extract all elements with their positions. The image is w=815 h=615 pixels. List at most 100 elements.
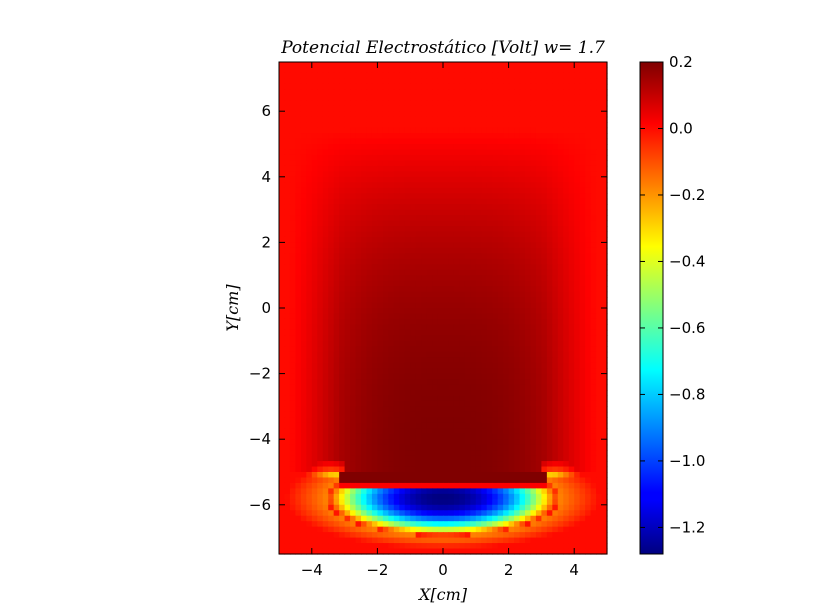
heatmap-cell [470, 236, 477, 243]
heatmap-cell [432, 62, 439, 69]
heatmap-cell [546, 187, 553, 194]
heatmap-cell [382, 433, 389, 440]
heatmap-cell [574, 149, 581, 156]
heatmap-cell [393, 138, 400, 145]
heatmap-cell [508, 258, 515, 265]
heatmap-cell [328, 362, 335, 369]
heatmap-cell [421, 351, 428, 358]
heatmap-cell [486, 373, 493, 380]
heatmap-cell [585, 373, 592, 380]
heatmap-cell [393, 127, 400, 134]
heatmap-cell [437, 89, 444, 96]
heatmap-cell [514, 171, 521, 178]
heatmap-cell [426, 286, 433, 293]
heatmap-cell [284, 280, 291, 287]
heatmap-cell [377, 193, 384, 200]
heatmap-cell [361, 176, 368, 183]
heatmap-cell [361, 160, 368, 167]
heatmap-cell [350, 209, 357, 216]
heatmap-cell [382, 324, 389, 331]
heatmap-cell [546, 72, 553, 79]
heatmap-cell [481, 461, 488, 468]
heatmap-cell [475, 94, 482, 101]
heatmap-cell [525, 461, 532, 468]
heatmap-cell [464, 504, 471, 511]
heatmap-cell [557, 83, 564, 90]
heatmap-cell [355, 280, 362, 287]
heatmap-cell [503, 149, 510, 156]
heatmap-cell [530, 433, 537, 440]
heatmap-cell [492, 384, 499, 391]
heatmap-cell [432, 187, 439, 194]
heatmap-cell [448, 472, 455, 479]
heatmap-cell [525, 62, 532, 69]
heatmap-cell [388, 379, 395, 386]
heatmap-cell [448, 231, 455, 238]
heatmap-cell [546, 504, 553, 511]
heatmap-cell [300, 515, 307, 522]
heatmap-cell [339, 324, 346, 331]
heatmap-cell [563, 428, 570, 435]
heatmap-cell [448, 368, 455, 375]
heatmap-cell [546, 493, 553, 500]
heatmap-cell [579, 89, 586, 96]
heatmap-cell [448, 171, 455, 178]
heatmap-cell [448, 72, 455, 79]
heatmap-cell [355, 165, 362, 172]
heatmap-cell [514, 335, 521, 342]
heatmap-cell [344, 351, 351, 358]
heatmap-cell [514, 308, 521, 315]
heatmap-cell [546, 160, 553, 167]
heatmap-cell [284, 247, 291, 254]
heatmap-cell [497, 308, 504, 315]
heatmap-cell [333, 100, 340, 107]
heatmap-cell [492, 122, 499, 129]
heatmap-cell [448, 433, 455, 440]
heatmap-cell [470, 100, 477, 107]
heatmap-cell [541, 477, 548, 484]
heatmap-cell [432, 499, 439, 506]
heatmap-cell [585, 280, 592, 287]
heatmap-cell [541, 138, 548, 145]
heatmap-cell [355, 346, 362, 353]
heatmap-cell [514, 417, 521, 424]
heatmap-cell [306, 220, 313, 227]
heatmap-cell [453, 346, 460, 353]
heatmap-cell [470, 215, 477, 222]
heatmap-cell [486, 297, 493, 304]
heatmap-cell [284, 116, 291, 123]
heatmap-cell [322, 439, 329, 446]
heatmap-cell [350, 236, 357, 243]
heatmap-cell [344, 472, 351, 479]
heatmap-cell [486, 308, 493, 315]
heatmap-cell [552, 253, 559, 260]
heatmap-cell [306, 482, 313, 489]
heatmap-cell [492, 510, 499, 517]
heatmap-cell [432, 433, 439, 440]
heatmap-cell [279, 171, 286, 178]
heatmap-cell [377, 83, 384, 90]
heatmap-cell [333, 138, 340, 145]
heatmap-cell [448, 182, 455, 189]
heatmap-cell [525, 67, 532, 74]
heatmap-cell [525, 154, 532, 161]
heatmap-cell [393, 231, 400, 238]
heatmap-cell [585, 220, 592, 227]
heatmap-cell [300, 286, 307, 293]
heatmap-cell [568, 302, 575, 309]
heatmap-cell [579, 72, 586, 79]
heatmap-cell [289, 116, 296, 123]
heatmap-cell [443, 477, 450, 484]
heatmap-cell [503, 499, 510, 506]
heatmap-cell [388, 373, 395, 380]
heatmap-cell [328, 510, 335, 517]
heatmap-cell [475, 198, 482, 205]
heatmap-cell [306, 488, 313, 495]
heatmap-cell [470, 94, 477, 101]
heatmap-cell [574, 105, 581, 112]
heatmap-cell [355, 390, 362, 397]
heatmap-cell [525, 193, 532, 200]
heatmap-cell [574, 335, 581, 342]
heatmap-cell [459, 89, 466, 96]
heatmap-cell [410, 111, 417, 118]
